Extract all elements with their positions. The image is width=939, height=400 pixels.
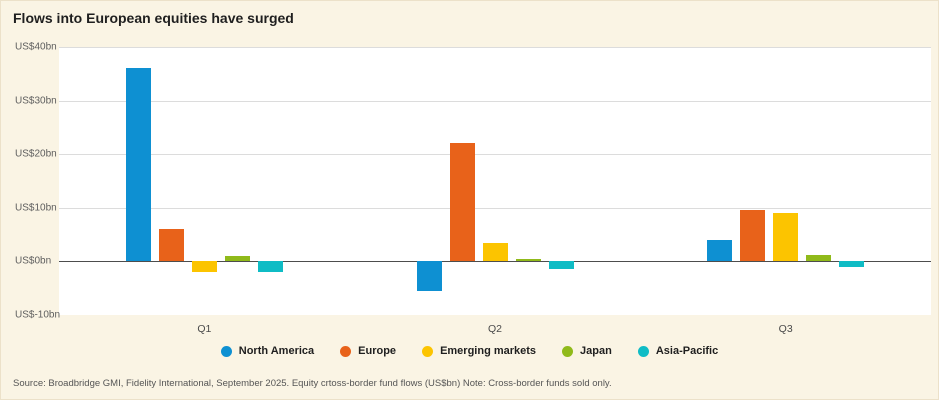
chart-title: Flows into European equities have surged (13, 10, 294, 26)
bar-q2-japan (515, 258, 541, 262)
x-axis-label-q3: Q3 (778, 323, 793, 335)
legend-dot-japan (562, 345, 574, 357)
bar-q1-north-america (125, 68, 151, 262)
bar-q2-emerging-markets (482, 242, 508, 262)
y-axis-label-us-10bn: US$-10bn (15, 309, 61, 321)
legend-label-asia-pacific: Asia-Pacific (655, 345, 719, 357)
bar-q3-emerging-markets (773, 213, 799, 262)
bar-q2-asia-pacific (548, 261, 574, 270)
bar-q3-asia-pacific (839, 261, 865, 267)
bar-q1-japan (224, 256, 250, 262)
zero-line (59, 261, 931, 263)
legend-item-europe: Europe (340, 345, 396, 357)
bar-q2-north-america (416, 261, 442, 291)
bar-q3-north-america (707, 239, 733, 262)
legend-dot-north-america (220, 345, 232, 357)
chart-legend: North America Europe Emerging markets Japan… (1, 345, 938, 357)
plot-area (59, 47, 931, 315)
bar-q1-asia-pacific (257, 261, 283, 273)
bar-q1-europe (158, 229, 184, 262)
gridline (59, 100, 931, 102)
y-axis-label-us-30bn: US$30bn (15, 95, 57, 107)
y-axis-label-us-20bn: US$20bn (15, 148, 57, 160)
legend-item-north-america: North America (220, 345, 315, 357)
legend-item-japan: Japan (562, 345, 612, 357)
y-axis-label-us-40bn: US$40bn (15, 41, 57, 53)
x-axis-label-q2: Q2 (487, 323, 503, 335)
bar-q2-europe (449, 143, 475, 262)
legend-dot-asia-pacific (637, 345, 649, 357)
legend-item-emerging-markets: Emerging markets (422, 345, 536, 357)
bar-q1-emerging-markets (191, 261, 217, 273)
legend-label-japan: Japan (580, 345, 612, 357)
bar-q3-japan (806, 254, 832, 262)
source-note: Source: Broadbridge GMI, Fidelity Intern… (13, 378, 612, 389)
gridline (59, 154, 931, 156)
legend-label-europe: Europe (358, 345, 397, 357)
y-axis-label-us-0bn: US$0bn (15, 255, 52, 267)
y-axis-label-us-10bn: US$10bn (15, 202, 57, 214)
gridline (59, 207, 931, 209)
gridline (59, 47, 931, 48)
legend-label-emerging-markets: Emerging markets (440, 345, 537, 357)
legend-dot-emerging-markets (422, 345, 434, 357)
legend-dot-europe (340, 345, 352, 357)
bar-q3-europe (740, 210, 766, 262)
legend-label-north-america: North America (238, 345, 315, 357)
x-axis-label-q1: Q1 (197, 323, 212, 335)
legend-item-asia-pacific: Asia-Pacific (637, 345, 719, 357)
